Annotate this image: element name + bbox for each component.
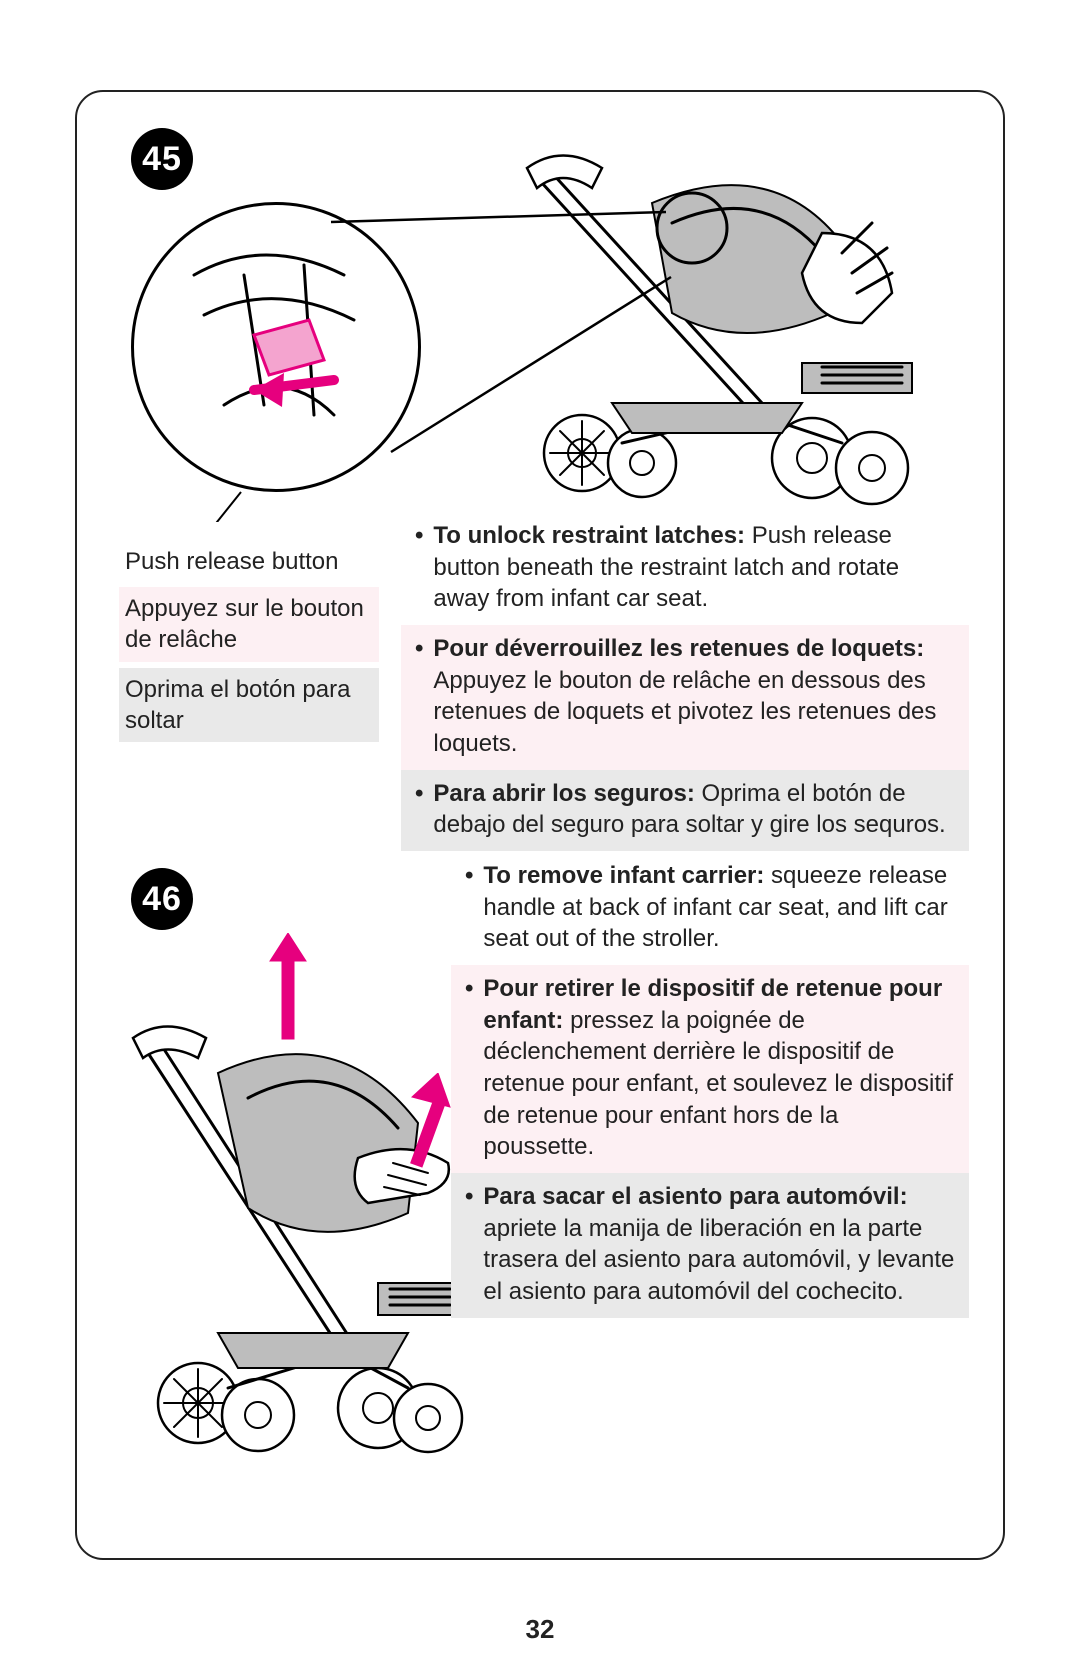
bullet-lead: To remove infant carrier: — [483, 862, 764, 889]
step-46-section: 46 — [111, 852, 969, 1532]
content-frame: 45 — [75, 90, 1005, 1560]
bullet-dot: • — [415, 778, 423, 841]
bullet-rest: apriete la manija de liberación en la pa… — [483, 1215, 954, 1305]
bullet-lead: To unlock restraint latches: — [433, 522, 745, 549]
instr-en: Push release button — [119, 542, 379, 581]
bullets-45: • To unlock restraint latches: Push rele… — [401, 512, 969, 851]
bullet-45-es: • Para abrir los seguros: Oprima el botó… — [401, 770, 969, 851]
left-instructions-45: Push release button Appuyez sur le bouto… — [119, 542, 379, 742]
bullet-dot: • — [465, 860, 473, 955]
step-45-section: 45 — [111, 122, 969, 842]
pink-arrow-up-2 — [378, 1073, 458, 1183]
bullet-dot: • — [415, 520, 423, 615]
pink-arrow-up-1 — [258, 933, 318, 1053]
bullet-dot: • — [465, 1181, 473, 1308]
bullet-dot: • — [415, 633, 423, 760]
instr-fr: Appuyez sur le bouton de relâche — [119, 587, 379, 661]
bullet-46-fr: • Pour retirer le dispositif de retenue … — [451, 965, 969, 1173]
bullet-45-fr: • Pour déverrouillez les retenues de loq… — [401, 625, 969, 770]
bullet-rest: Appuyez le bouton de relâche en dessous … — [433, 667, 936, 757]
bullet-lead: Pour déverrouillez les retenues de loque… — [433, 635, 924, 662]
bullet-45-en: • To unlock restraint latches: Push rele… — [401, 512, 969, 625]
bullet-lead: Para abrir los seguros: — [433, 780, 694, 807]
bullet-46-en: • To remove infant carrier: squeeze rele… — [451, 852, 969, 965]
bullet-46-es: • Para sacar el asiento para automóvil: … — [451, 1173, 969, 1318]
instr-es: Oprima el botón para soltar — [119, 668, 379, 742]
callout-connector-lines — [111, 122, 971, 522]
bullets-46: • To remove infant carrier: squeeze rele… — [451, 852, 969, 1318]
bullet-lead: Para sacar el asiento para automóvil: — [483, 1183, 907, 1210]
page-number: 32 — [0, 1614, 1080, 1645]
step-badge-46: 46 — [131, 868, 193, 930]
bullet-dot: • — [465, 973, 473, 1163]
page: 45 — [0, 0, 1080, 1669]
illustration-stroller-46 — [107, 922, 467, 1482]
